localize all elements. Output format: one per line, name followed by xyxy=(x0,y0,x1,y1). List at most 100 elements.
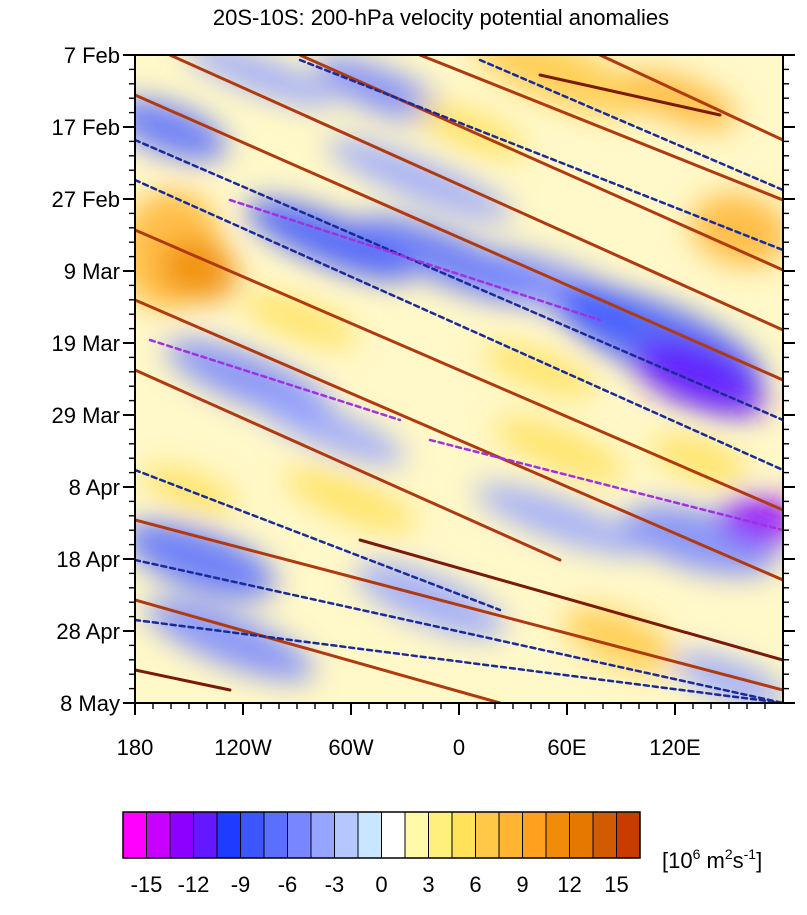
colorbar-cell xyxy=(193,811,218,859)
colorbar-label: -15 xyxy=(131,872,163,897)
colorbar-label: 3 xyxy=(422,872,434,897)
anomaly-blob xyxy=(355,562,505,638)
colorbar-cell xyxy=(569,811,594,859)
anomaly-blob xyxy=(475,483,645,557)
y-axis: 7 Feb 17 Feb 27 Feb 9 Mar 19 Mar 29 Mar 8 Apr 1… xyxy=(52,43,795,716)
colorbar-label: -6 xyxy=(278,872,298,897)
chart-title: 20S-10S: 200-hPa velocity potential anom… xyxy=(213,5,669,30)
positive-contour xyxy=(135,668,232,692)
anomaly-blob xyxy=(474,55,646,116)
anomaly-blob xyxy=(284,467,416,533)
negative-contour xyxy=(298,58,783,252)
anomaly-blob xyxy=(161,238,239,302)
positive-contour xyxy=(538,73,722,117)
y-tick-label: 27 Feb xyxy=(52,187,121,212)
colorbar-frame xyxy=(122,811,641,859)
y-tick-label: 8 Apr xyxy=(69,475,120,500)
positive-contour xyxy=(418,55,783,202)
x-tick-label: 60E xyxy=(547,735,586,760)
y-tick-label: 28 Apr xyxy=(56,619,120,644)
anomaly-blob xyxy=(483,343,597,397)
negative-contour xyxy=(428,438,783,532)
anomaly-field xyxy=(135,55,783,703)
x-tick-label: 0 xyxy=(453,735,465,760)
positive-contour xyxy=(135,518,783,692)
colorbar-unit: [106 m2s-1] xyxy=(662,846,762,873)
colorbar: -15 -12 -9 -6 -3 0 3 6 9 12 15 xyxy=(122,811,641,897)
anomaly-blob xyxy=(184,55,336,108)
colorbar-cell xyxy=(616,811,641,859)
y-tick-label: 9 Mar xyxy=(64,259,120,284)
colorbar-label: -3 xyxy=(325,872,345,897)
x-tick-label: 120E xyxy=(649,735,700,760)
colorbar-cell xyxy=(357,811,382,859)
anomaly-blob xyxy=(326,138,514,222)
colorbar-label: 0 xyxy=(375,872,387,897)
anomaly-blob xyxy=(652,434,748,486)
colorbar-cell xyxy=(122,811,147,859)
x-tick-label: 120W xyxy=(214,735,272,760)
colorbar-cell xyxy=(263,811,288,859)
x-tick-label: 60W xyxy=(328,735,373,760)
colorbar-cell xyxy=(310,811,335,859)
anomaly-blob xyxy=(690,193,783,267)
y-tick-label: 7 Feb xyxy=(64,43,120,68)
y-tick-label: 18 Apr xyxy=(56,547,120,572)
colorbar-cell xyxy=(216,811,241,859)
anomaly-blob xyxy=(146,599,314,681)
anomaly-blob xyxy=(135,98,228,162)
colorbar-label: 6 xyxy=(469,872,481,897)
colorbar-label: -12 xyxy=(178,872,210,897)
colorbar-cell xyxy=(381,811,406,859)
anomaly-blob xyxy=(494,417,626,483)
positive-contour xyxy=(135,298,783,582)
negative-contour xyxy=(228,198,602,322)
positive-contour xyxy=(358,538,783,662)
colorbar-cell xyxy=(475,811,500,859)
positive-contour xyxy=(168,55,783,332)
negative-contour xyxy=(135,468,502,612)
positive-contour xyxy=(598,55,783,142)
y-tick-label: 29 Mar xyxy=(52,403,120,428)
colorbar-label: 15 xyxy=(604,872,628,897)
anomaly-blob xyxy=(623,70,737,130)
anomaly-blob xyxy=(243,293,357,347)
colorbar-cell xyxy=(451,811,476,859)
negative-contour xyxy=(148,338,402,422)
anomaly-blob xyxy=(135,520,276,600)
y-tick-label: 19 Mar xyxy=(52,331,120,356)
positive-contour xyxy=(135,368,562,562)
negative-contour xyxy=(135,178,783,472)
colorbar-label: 9 xyxy=(516,872,528,897)
negative-contour xyxy=(135,618,783,703)
negative-contour xyxy=(478,58,783,192)
colorbar-cell xyxy=(545,811,570,859)
colorbar-cell xyxy=(404,811,429,859)
colorbar-cell xyxy=(592,811,617,859)
x-tick-label: 180 xyxy=(117,735,154,760)
colorbar-label: 12 xyxy=(557,872,581,897)
anomaly-blob xyxy=(255,394,405,466)
contour-lines xyxy=(135,55,783,703)
colorbar-cell xyxy=(287,811,312,859)
anomaly-blob xyxy=(246,199,414,281)
positive-contour xyxy=(135,228,783,512)
y-tick-label: 17 Feb xyxy=(52,115,121,140)
colorbar-cell xyxy=(334,811,359,859)
negative-contour xyxy=(135,138,783,422)
anomaly-blob xyxy=(673,652,783,703)
plot-area xyxy=(135,55,783,703)
colorbar-cell xyxy=(146,811,171,859)
colorbar-cell xyxy=(169,811,194,859)
colorbar-cell xyxy=(522,811,547,859)
colorbar-cell xyxy=(240,811,265,859)
positive-contour xyxy=(135,598,502,703)
colorbar-cell xyxy=(428,811,453,859)
colorbar-label: -9 xyxy=(231,872,251,897)
colorbar-cell xyxy=(498,811,523,859)
positive-contour xyxy=(135,93,783,382)
y-tick-label: 8 May xyxy=(60,691,120,716)
negative-contour xyxy=(135,558,783,703)
x-axis: 180 120W 60W 0 60E 120E xyxy=(117,703,766,760)
